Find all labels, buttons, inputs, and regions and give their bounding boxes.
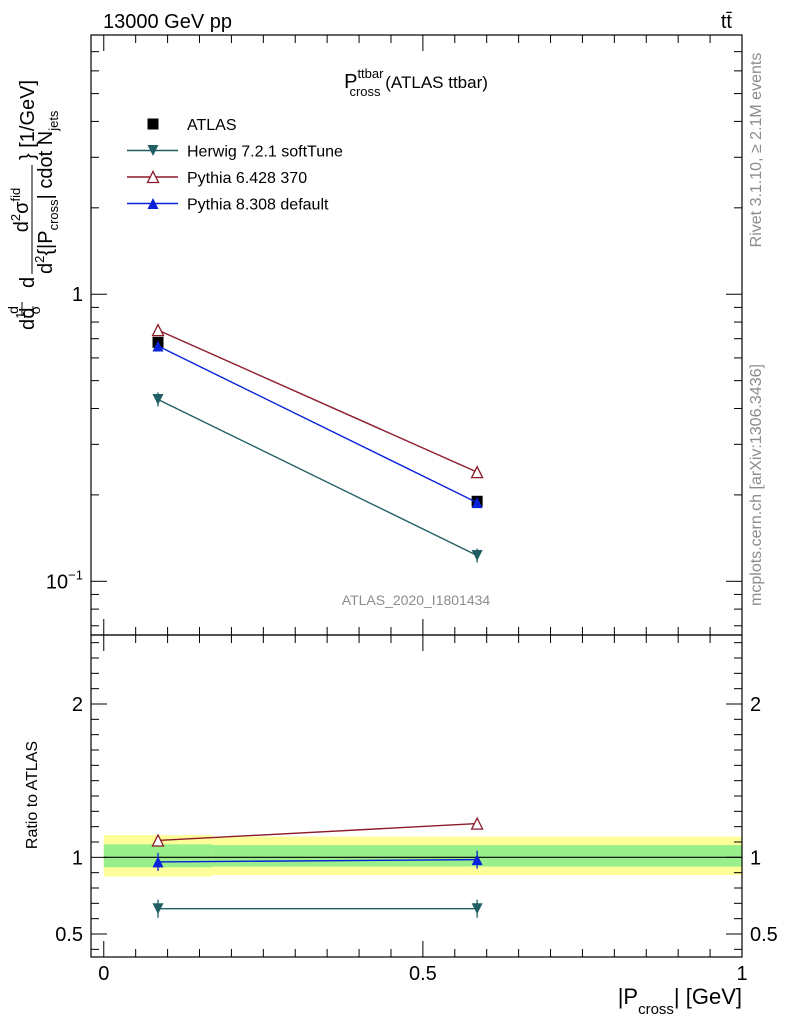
main-series-3 <box>152 340 483 509</box>
main-point <box>470 465 484 479</box>
ratio-point <box>152 903 164 915</box>
svg-text:d2σfid: d2σfid <box>8 188 33 232</box>
rivet-version-label: Rivet 3.1.10, ≥ 2.1M events <box>748 53 765 248</box>
svg-text:d1d: d1d <box>13 308 39 330</box>
legend-marker <box>147 145 159 156</box>
main-y-tick-label: 10−1 <box>46 567 83 593</box>
svg-text:d: d <box>17 277 39 288</box>
process-label: tt̄ <box>721 11 733 33</box>
svg-text:} [1/GeV]: } [1/GeV] <box>17 80 39 160</box>
main-panel: 1 10−1 ATLAS_2020_I1801434 Pttbar cross (A… <box>5 34 743 636</box>
ratio-point <box>471 854 483 866</box>
main-series-line <box>157 345 478 504</box>
main-point <box>152 393 164 405</box>
legend-label: Pythia 6.428 370 <box>187 170 307 187</box>
ratio-series-line <box>157 822 478 842</box>
legend: ATLAS Herwig 7.2.1 softTune Pythia 6.428 3… <box>127 117 343 214</box>
ratio-y-tick-label-right: 1 <box>750 847 761 869</box>
ratio-y-tick-label: 1 <box>72 847 83 869</box>
main-y-tick-label: 1 <box>72 284 83 306</box>
ratio-frame <box>90 634 743 958</box>
watermark: ATLAS_2020_I1801434 <box>342 592 491 608</box>
main-series-1 <box>152 392 483 563</box>
ratio-point <box>470 816 484 830</box>
svg-text:σ: σ <box>27 305 43 314</box>
legend-entry: ATLAS <box>147 117 237 134</box>
chart-title: Pttbar cross (ATLAS ttbar) <box>344 66 488 99</box>
legend-marker <box>147 118 159 130</box>
x-axis-label: |Pcross| [GeV] <box>618 984 742 1018</box>
ratio-y-tick-label-right: 0.5 <box>750 924 778 946</box>
main-point <box>471 549 483 561</box>
ratio-y-tick-label: 2 <box>72 694 83 716</box>
legend-entry: Pythia 6.428 370 <box>127 170 307 187</box>
main-point <box>471 497 483 509</box>
x-tick-label: 0.5 <box>409 963 437 985</box>
legend-label: Herwig 7.2.1 softTune <box>187 144 343 161</box>
legend-label: ATLAS <box>187 117 237 134</box>
ratio-series-line <box>158 858 478 863</box>
ratio-y-axis-label: Ratio to ATLAS <box>24 741 41 849</box>
ratio-y-tick-label: 0.5 <box>55 924 83 946</box>
main-y-axis-label: d1d d σ d d2σfid d2{|Pcross| cdot Njets … <box>5 80 61 330</box>
ratio-y-tick-label-right: 2 <box>750 694 761 716</box>
svg-text:d2{|Pcross| cdot Njets: d2{|Pcross| cdot Njets <box>32 110 61 274</box>
ratio-panel: 0.5 0.51 12 20 0.5 1 Ratio to ATLAS |Pcross| … <box>24 634 778 1018</box>
x-tick-label: 0 <box>98 963 109 985</box>
main-point <box>151 323 165 337</box>
main-series-2 <box>151 323 484 479</box>
legend-label: Pythia 8.308 default <box>187 197 329 214</box>
ratio-point <box>152 856 164 868</box>
legend-entry: Pythia 8.308 default <box>127 197 329 214</box>
main-point <box>152 340 164 352</box>
svg-text:d: d <box>5 306 21 314</box>
ratio-point <box>471 903 483 915</box>
ratio-series-1 <box>151 816 484 847</box>
ratio-series-0 <box>152 899 483 918</box>
mcplots-label: mcplots.cern.ch [arXiv:1306.3436] <box>748 364 765 606</box>
legend-marker <box>146 170 160 184</box>
legend-entry: Herwig 7.2.1 softTune <box>127 144 343 161</box>
ratio-series-2 <box>152 850 483 871</box>
energy-label: 13000 GeV pp <box>103 11 232 33</box>
main-series-line <box>157 398 478 557</box>
legend-marker <box>147 198 159 209</box>
main-series-line <box>157 329 478 473</box>
ratio-point <box>151 833 165 847</box>
x-tick-label: 1 <box>736 963 747 985</box>
